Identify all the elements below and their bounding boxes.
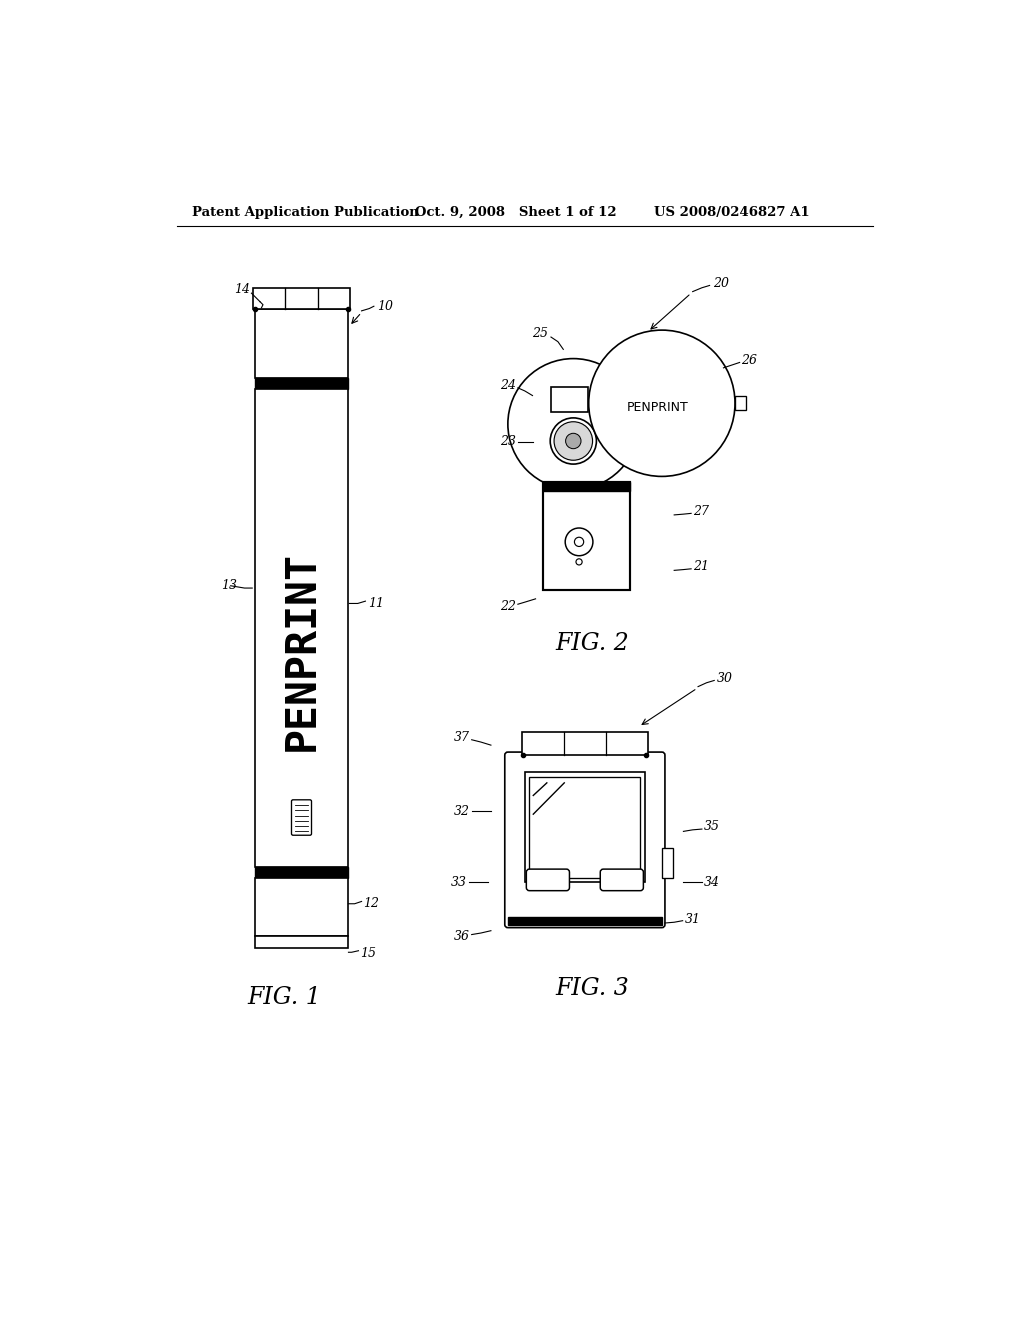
Text: 14: 14 bbox=[233, 282, 250, 296]
Circle shape bbox=[554, 421, 593, 461]
Text: 12: 12 bbox=[364, 898, 379, 911]
Circle shape bbox=[508, 359, 639, 490]
Text: PENPRINT: PENPRINT bbox=[281, 552, 323, 751]
Bar bbox=[255, 378, 348, 389]
Text: 24: 24 bbox=[500, 379, 515, 392]
Text: US 2008/0246827 A1: US 2008/0246827 A1 bbox=[654, 206, 810, 219]
Text: 20: 20 bbox=[714, 277, 729, 289]
Text: 23: 23 bbox=[500, 436, 515, 449]
Text: 30: 30 bbox=[717, 672, 733, 685]
Text: 10: 10 bbox=[377, 300, 393, 313]
Text: 36: 36 bbox=[454, 929, 469, 942]
Bar bbox=[255, 878, 348, 936]
Text: Oct. 9, 2008   Sheet 1 of 12: Oct. 9, 2008 Sheet 1 of 12 bbox=[416, 206, 617, 219]
Bar bbox=[521, 733, 648, 755]
Circle shape bbox=[565, 433, 581, 449]
Bar bbox=[543, 482, 630, 590]
Circle shape bbox=[575, 558, 582, 565]
Text: 34: 34 bbox=[705, 875, 720, 888]
Text: FIG. 2: FIG. 2 bbox=[556, 632, 630, 655]
Text: 27: 27 bbox=[692, 504, 709, 517]
FancyBboxPatch shape bbox=[526, 869, 569, 891]
Text: 15: 15 bbox=[360, 946, 376, 960]
Text: FIG. 3: FIG. 3 bbox=[556, 977, 630, 1001]
Text: 22: 22 bbox=[500, 601, 515, 612]
Circle shape bbox=[550, 418, 596, 465]
Text: FIG. 1: FIG. 1 bbox=[248, 986, 322, 1010]
FancyBboxPatch shape bbox=[505, 752, 665, 928]
Bar bbox=[551, 387, 588, 412]
FancyBboxPatch shape bbox=[600, 869, 643, 891]
Text: 37: 37 bbox=[454, 731, 469, 744]
FancyBboxPatch shape bbox=[292, 800, 311, 836]
Bar bbox=[524, 772, 645, 882]
Bar bbox=[255, 309, 348, 378]
Bar bbox=[735, 396, 745, 411]
Bar bbox=[255, 389, 348, 867]
Text: 11: 11 bbox=[368, 597, 384, 610]
Bar bbox=[255, 867, 348, 878]
Text: 31: 31 bbox=[685, 912, 701, 925]
Text: 35: 35 bbox=[705, 820, 720, 833]
Text: 13: 13 bbox=[221, 579, 238, 593]
Text: 33: 33 bbox=[451, 875, 467, 888]
Text: 21: 21 bbox=[692, 560, 709, 573]
Circle shape bbox=[565, 528, 593, 556]
Text: 32: 32 bbox=[454, 805, 469, 818]
Bar bbox=[543, 482, 630, 491]
Bar bbox=[529, 776, 640, 878]
Circle shape bbox=[574, 537, 584, 546]
Bar bbox=[508, 917, 662, 924]
Bar bbox=[662, 849, 673, 878]
Text: 26: 26 bbox=[741, 354, 757, 367]
Text: Patent Application Publication: Patent Application Publication bbox=[193, 206, 419, 219]
Circle shape bbox=[589, 330, 735, 477]
Text: 25: 25 bbox=[531, 327, 548, 341]
Bar bbox=[255, 936, 348, 948]
Text: PENPRINT: PENPRINT bbox=[627, 400, 689, 413]
Bar bbox=[253, 288, 350, 309]
